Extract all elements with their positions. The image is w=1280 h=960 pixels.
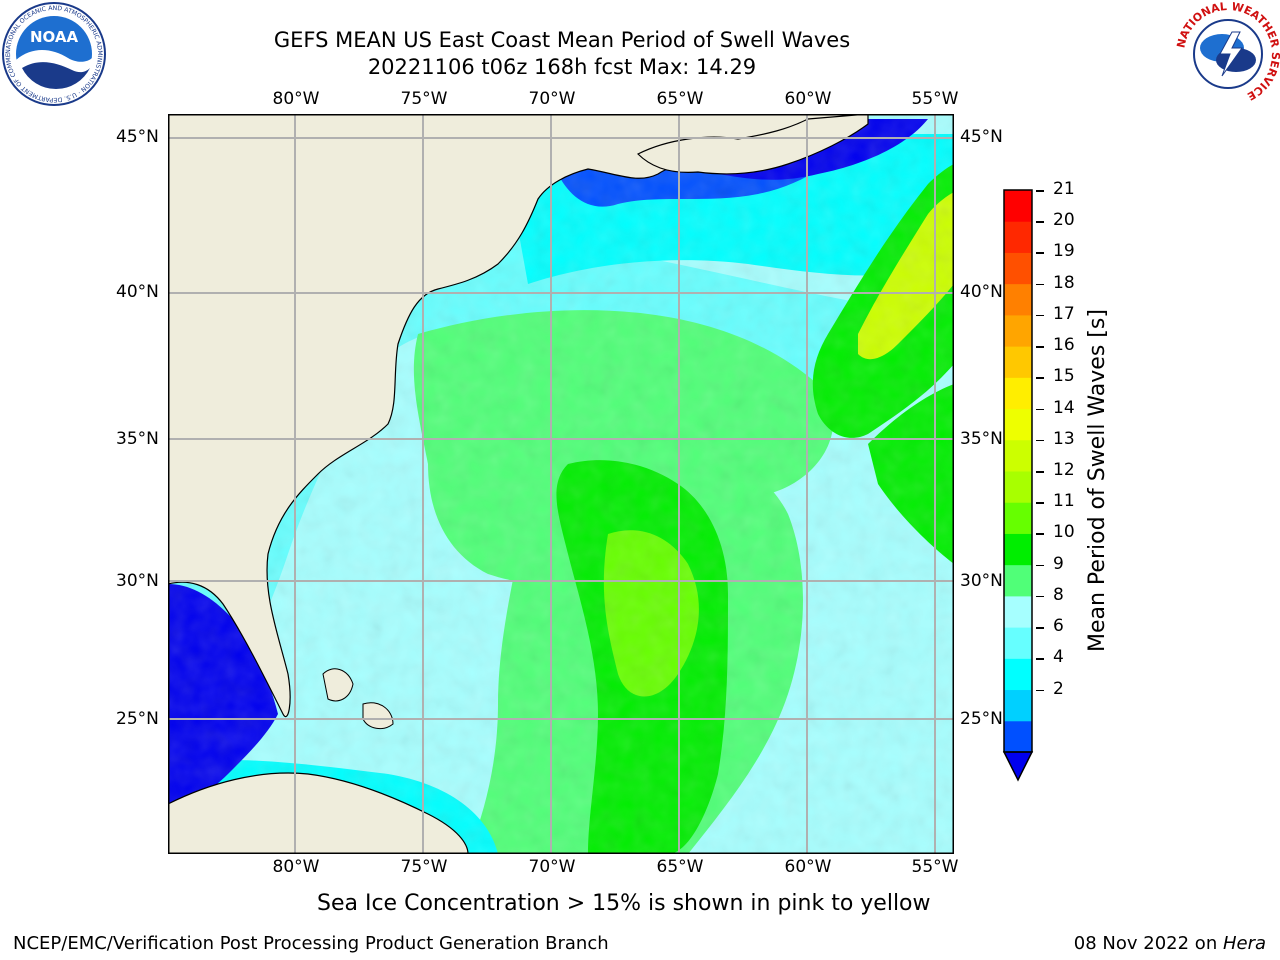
map-frame (168, 114, 954, 854)
colorbar-tick-mark (1036, 252, 1044, 254)
colorbar (1000, 186, 1040, 786)
colorbar-tick-mark (1036, 564, 1044, 567)
colorbar-svg (1002, 189, 1034, 782)
colorbar-tick-mark (1036, 314, 1044, 317)
colorbar-segment (1004, 221, 1032, 253)
lat-label-right-25n: 25°N (960, 709, 1003, 729)
colorbar-segment (1004, 439, 1032, 472)
colorbar-tick-mark (1036, 190, 1044, 192)
colorbar-tick-mark (1036, 471, 1044, 473)
colorbar-tick-label: 21 (1053, 179, 1075, 199)
map-subtitle: 20221106 t06z 168h fcst Max: 14.29 (367, 55, 757, 79)
colorbar-extend-arrow (1002, 751, 1034, 782)
noaa-text: NOAA (30, 28, 79, 46)
colorbar-segment (1004, 346, 1032, 378)
colorbar-tick-mark (1036, 346, 1044, 348)
colorbar-segment (1004, 658, 1032, 691)
map-canvas (168, 114, 954, 854)
graticule (168, 114, 954, 854)
cuba (168, 772, 469, 854)
colorbar-tick-mark (1036, 595, 1044, 598)
colorbar-segment (1004, 408, 1032, 441)
lon-label-bottom-65w: 65°W (656, 857, 704, 877)
colorbar-tick-mark (1036, 408, 1044, 411)
colorbar-tick-mark (1036, 658, 1044, 660)
colorbar-tick-label: 17 (1053, 303, 1075, 324)
map-title: GEFS MEAN US East Coast Mean Period of S… (273, 28, 851, 52)
colorbar-segment (1004, 471, 1032, 503)
lon-label-bottom-60w: 60°W (784, 857, 832, 877)
lon-label-bottom-55w: 55°W (911, 857, 959, 877)
bahamas-island-1 (322, 668, 354, 702)
colorbar-title: Mean Period of Swell Waves [s] (1085, 309, 1110, 652)
colorbar-tick-label: 4 (1053, 647, 1064, 668)
colorbar-tick-label: 19 (1053, 241, 1075, 262)
colorbar-segment (1004, 190, 1032, 222)
colorbar-segment (1004, 689, 1032, 722)
lon-label-top-80w: 80°W (272, 89, 320, 109)
colorbar-tick-label: 2 (1053, 678, 1064, 699)
colorbar-tick-mark (1036, 627, 1044, 629)
colorbar-tick-mark (1036, 221, 1044, 223)
colorbar-segment (1004, 314, 1032, 347)
footer-date: 08 Nov 2022 on Hera (1074, 933, 1266, 954)
colorbar-tick-label: 13 (1053, 428, 1075, 449)
colorbar-tick-label: 20 (1053, 210, 1075, 231)
colorbar-segment (1004, 720, 1032, 753)
lon-label-top-65w: 65°W (656, 89, 704, 109)
lat-label-right-40n: 40°N (960, 282, 1003, 302)
lon-label-top-70w: 70°W (528, 89, 576, 109)
colorbar-tick-label: 15 (1053, 366, 1075, 387)
colorbar-tick-mark (1036, 502, 1044, 504)
colorbar-tick-label: 14 (1053, 397, 1075, 418)
colorbar-tick-label: 12 (1053, 460, 1075, 480)
lon-label-bottom-80w: 80°W (272, 857, 320, 877)
colorbar-tick-label: 18 (1053, 272, 1075, 293)
colorbar-segment (1004, 283, 1032, 316)
colorbar-tick-mark (1036, 439, 1044, 442)
footer-branch: NCEP/EMC/Verification Post Processing Pr… (13, 933, 609, 954)
lon-label-top-75w: 75°W (400, 89, 448, 109)
colorbar-tick-mark (1036, 283, 1044, 286)
lat-label-left-35n: 35°N (116, 429, 159, 449)
lat-label-right-35n: 35°N (960, 429, 1003, 449)
lon-label-top-55w: 55°W (911, 89, 959, 109)
colorbar-segment (1004, 564, 1032, 597)
colorbar-segment (1004, 595, 1032, 628)
bahamas-island-2 (362, 702, 394, 730)
colorbar-tick-label: 8 (1053, 584, 1064, 605)
colorbar-tick-label: 9 (1053, 553, 1064, 574)
colorbar-segment (1004, 377, 1032, 410)
colorbar-tick-mark (1036, 689, 1044, 692)
colorbar-tick-mark (1036, 533, 1044, 535)
lat-label-left-40n: 40°N (116, 282, 159, 302)
lat-label-left-45n: 45°N (116, 127, 159, 147)
colorbar-tick-label: 10 (1053, 522, 1075, 543)
swell-period-map (168, 114, 954, 854)
colorbar-tick-label: 6 (1053, 616, 1064, 637)
colorbar-segment (1004, 627, 1032, 659)
footer-date-text: 08 Nov 2022 on (1073, 933, 1223, 954)
colorbar-segment (1004, 533, 1032, 566)
lat-label-right-30n: 30°N (960, 571, 1003, 591)
colorbar-tick-label: 11 (1053, 491, 1075, 512)
lat-label-right-45n: 45°N (960, 127, 1003, 147)
noaa-logo: NATIONAL OCEANIC AND ATMOSPHERIC ADMINIS… (0, 0, 106, 106)
lon-label-top-60w: 60°W (784, 89, 832, 109)
colorbar-tick-label: 16 (1053, 335, 1075, 356)
colorbar-tick-mark (1036, 377, 1044, 379)
lon-label-bottom-75w: 75°W (400, 857, 448, 877)
colorbar-segment (1004, 252, 1032, 285)
colorbar-frame (1003, 189, 1033, 753)
lat-label-left-25n: 25°N (116, 709, 159, 729)
lat-label-left-30n: 30°N (116, 571, 159, 591)
footer-machine: Hera (1222, 933, 1266, 954)
sea-ice-caption: Sea Ice Concentration > 15% is shown in … (317, 891, 931, 916)
lon-label-bottom-70w: 70°W (528, 857, 576, 877)
colorbar-segment (1004, 502, 1032, 534)
